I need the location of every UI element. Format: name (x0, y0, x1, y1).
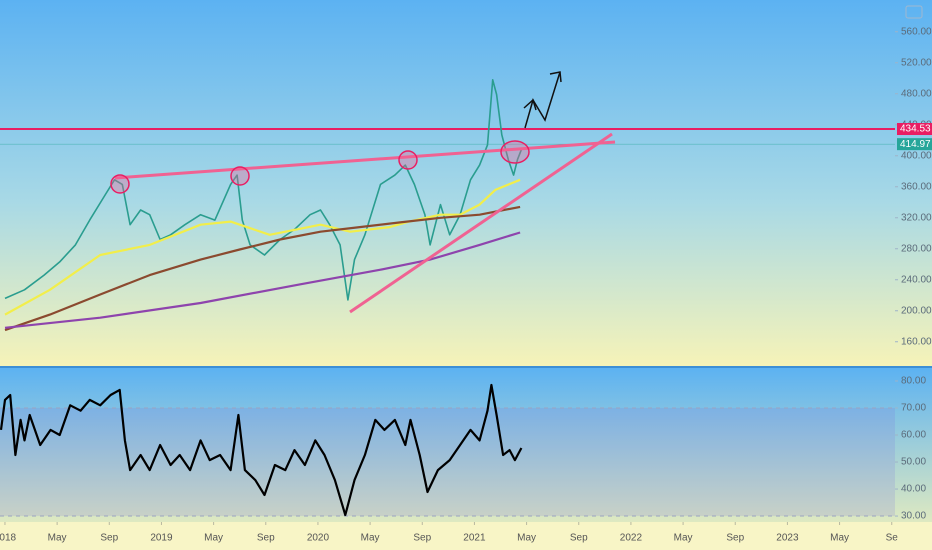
x-tick-label: 2023 (776, 533, 799, 544)
y-tick-label: 80.00 (901, 376, 926, 387)
y-tick-label: 360.00 (901, 181, 932, 192)
settings-icon[interactable] (905, 5, 923, 19)
series-line (4, 178, 521, 316)
x-tick-label: May (204, 533, 223, 544)
arrow-head (523, 98, 537, 111)
x-tick-label: 2020 (307, 533, 330, 544)
x-tick-label: 2021 (463, 533, 486, 544)
arrow-head (549, 71, 562, 83)
y-tick-label: 70.00 (901, 403, 926, 414)
x-tick-label: Sep (413, 533, 431, 544)
y-tick-label: 280.00 (901, 243, 932, 254)
x-tick-label: May (48, 533, 67, 544)
price-label-box (897, 123, 932, 136)
projection-arrow (524, 71, 561, 129)
series-line (4, 231, 521, 329)
highlight-circle (230, 166, 250, 186)
price-label: 434.53 (900, 124, 931, 135)
x-tick-label: Sep (726, 533, 744, 544)
y-tick-label: 240.00 (901, 274, 932, 285)
x-tick-label: May (361, 533, 380, 544)
y-tick-label: 60.00 (901, 430, 926, 441)
y-tick-label: 160.00 (901, 336, 932, 347)
y-tick-label: 480.00 (901, 88, 932, 99)
drawings (110, 71, 616, 314)
series-line (4, 205, 521, 332)
x-tick-label: Sep (570, 533, 588, 544)
series-line (0, 383, 523, 517)
y-tick-label: 30.00 (901, 511, 926, 522)
x-tick-label: Se (886, 533, 899, 544)
x-tick-label: Sep (100, 533, 118, 544)
price-label-box (897, 138, 932, 151)
time-axis (0, 522, 932, 550)
y-tick-label: 560.00 (901, 26, 932, 37)
x-tick-label: 2019 (150, 533, 173, 544)
trend-line (349, 132, 613, 314)
x-tick-label: May (517, 533, 536, 544)
x-tick-label: 2018 (0, 533, 17, 544)
x-tick-label: 2022 (620, 533, 643, 544)
price-label: 414.97 (900, 139, 931, 150)
highlight-circle (110, 174, 130, 194)
main-pane (0, 0, 932, 366)
y-tick-label: 40.00 (901, 484, 926, 495)
highlight-circle (398, 150, 418, 170)
x-tick-label: Sep (257, 533, 275, 544)
y-tick-label: 200.00 (901, 305, 932, 316)
y-tick-label: 520.00 (901, 57, 932, 68)
x-tick-label: May (674, 533, 693, 544)
x-tick-label: May (830, 533, 849, 544)
highlight-circle (500, 140, 530, 164)
y-tick-label: 50.00 (901, 457, 926, 468)
y-tick-label: 320.00 (901, 212, 932, 223)
y-tick-label: 400.00 (901, 150, 932, 161)
series-line (4, 79, 523, 301)
trend-line (114, 140, 616, 180)
